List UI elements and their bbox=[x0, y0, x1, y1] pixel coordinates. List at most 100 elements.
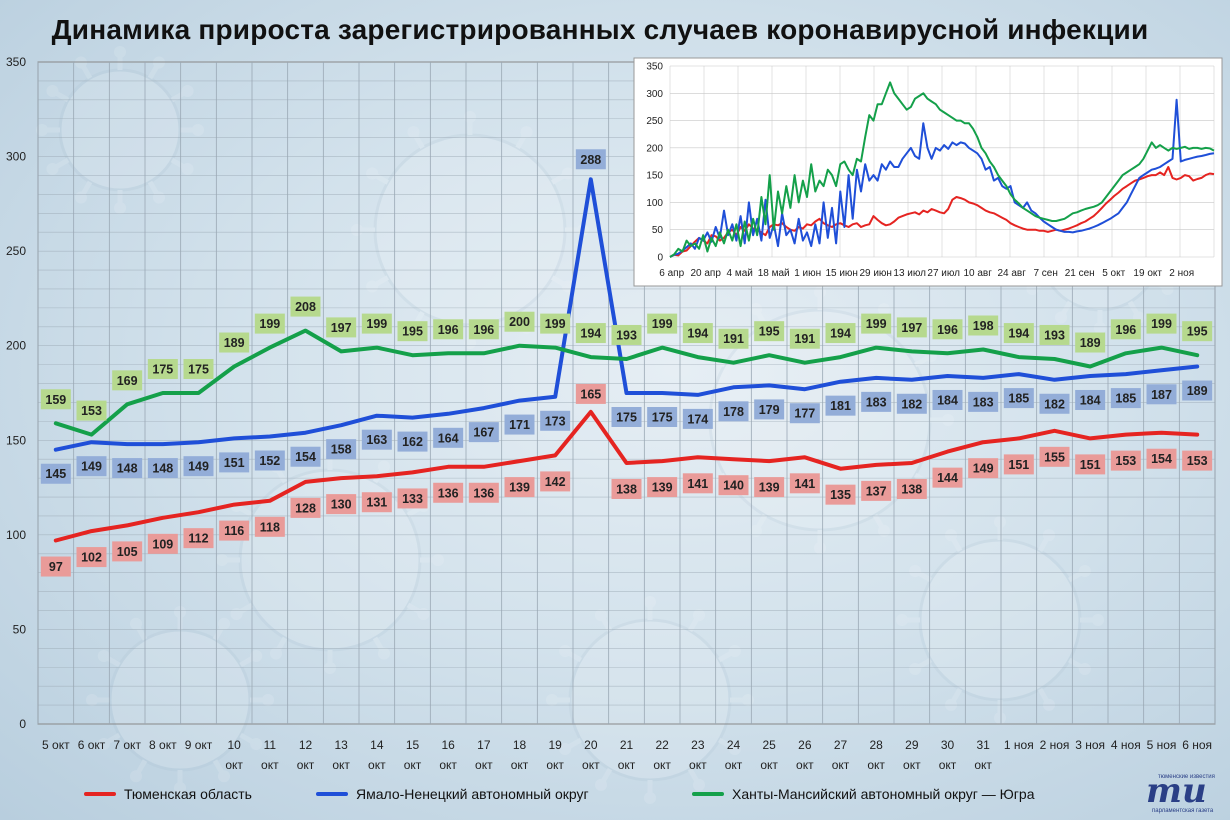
main-x-tick-label: окт bbox=[974, 758, 992, 772]
data-label-box bbox=[968, 458, 999, 479]
data-label-box bbox=[754, 477, 785, 498]
main-x-tick-label: 30 bbox=[941, 738, 955, 752]
data-label-text: 149 bbox=[188, 460, 209, 474]
data-label-hmao: 195 bbox=[754, 321, 785, 342]
data-label-yanao: 178 bbox=[718, 401, 749, 422]
main-x-tick-label: 3 ноя bbox=[1075, 738, 1105, 752]
virus-spike-tip bbox=[750, 303, 762, 316]
virus-spike-tip bbox=[994, 516, 1006, 528]
virus-spike-tip bbox=[1055, 311, 1067, 324]
virus-spike bbox=[551, 275, 570, 289]
data-label-text: 193 bbox=[616, 328, 637, 342]
inset-x-tick-label: 7 сен bbox=[1033, 268, 1057, 279]
main-x-tick-label: окт bbox=[653, 758, 671, 772]
data-label-yanao: 288 bbox=[575, 149, 606, 170]
main-x-tick-label: 21 bbox=[620, 738, 634, 752]
virus-shape bbox=[36, 46, 204, 214]
legend-label-hmao: Ханты-Мансийский автономный округ — Югра bbox=[732, 786, 1035, 802]
data-label-text: 194 bbox=[1008, 327, 1029, 341]
main-y-tick-label: 250 bbox=[6, 244, 26, 258]
data-label-text: 196 bbox=[473, 323, 494, 337]
virus-spike bbox=[948, 688, 963, 707]
virus-spike-tip bbox=[693, 778, 705, 791]
data-label-text: 187 bbox=[1151, 388, 1172, 402]
data-label-hmao: 199 bbox=[361, 313, 392, 334]
data-label-text: 164 bbox=[438, 431, 459, 445]
data-label-hmao: 175 bbox=[147, 359, 178, 379]
data-label-box bbox=[326, 317, 357, 338]
main-x-tick-label: 20 bbox=[584, 738, 598, 752]
legend-swatch-hmao bbox=[692, 792, 724, 796]
virus-shape bbox=[896, 516, 1104, 724]
virus-spike bbox=[687, 768, 702, 787]
data-label-text: 184 bbox=[937, 393, 958, 407]
virus-body bbox=[568, 618, 732, 782]
main-x-tick-label: окт bbox=[867, 758, 885, 772]
legend-item-yanao: Ямало-Ненецкий автономный округ bbox=[316, 786, 589, 802]
data-label-text: 194 bbox=[687, 327, 708, 341]
virus-spike-tip bbox=[153, 191, 165, 204]
data-label-box bbox=[468, 482, 499, 503]
main-x-tick-label: окт bbox=[832, 758, 850, 772]
data-label-tyumen: 109 bbox=[147, 533, 178, 554]
data-label-hmao: 194 bbox=[825, 323, 856, 344]
virus-spike bbox=[718, 648, 737, 663]
virus-spike-tip bbox=[520, 126, 533, 139]
data-label-text: 197 bbox=[331, 321, 352, 335]
virus-spike bbox=[212, 759, 227, 778]
data-label-hmao: 195 bbox=[1182, 321, 1213, 342]
main-x-tick-label: 29 bbox=[905, 738, 919, 752]
data-label-box bbox=[575, 149, 606, 170]
main-x-tick-label: окт bbox=[439, 758, 457, 772]
virus-spike bbox=[1037, 688, 1052, 707]
data-label-text: 194 bbox=[830, 327, 851, 341]
virus-spike-tip bbox=[192, 124, 204, 136]
chart-title: Динамика прироста зарегистрированных слу… bbox=[51, 14, 1149, 45]
virus-spike bbox=[948, 533, 963, 552]
data-label-text: 179 bbox=[759, 403, 780, 417]
main-x-tick-label: окт bbox=[796, 758, 814, 772]
data-label-tyumen: 142 bbox=[540, 471, 571, 492]
data-label-box bbox=[647, 477, 678, 498]
publisher-logo: тюменские известия mu парламентская газе… bbox=[1142, 772, 1218, 816]
data-label-yanao: 167 bbox=[468, 422, 499, 443]
data-label-hmao: 193 bbox=[1039, 324, 1070, 345]
virus-shape bbox=[546, 596, 754, 804]
data-label-box bbox=[1146, 384, 1177, 405]
data-label-box bbox=[468, 422, 499, 443]
virus-spike bbox=[133, 622, 148, 641]
data-label-text: 193 bbox=[1044, 328, 1065, 342]
virus-spike-tip bbox=[262, 694, 274, 706]
data-label-box bbox=[361, 313, 392, 334]
legend-item-hmao: Ханты-Мансийский автономный округ — Югра bbox=[692, 786, 1034, 802]
data-label-box bbox=[647, 407, 678, 427]
main-x-tick-label: окт bbox=[546, 758, 564, 772]
data-label-tyumen: 139 bbox=[504, 477, 535, 498]
inset-x-tick-label: 27 июл bbox=[927, 268, 960, 279]
data-label-text: 144 bbox=[937, 471, 958, 485]
virus-spike-tip bbox=[942, 414, 954, 426]
data-label-yanao: 174 bbox=[682, 408, 713, 429]
virus-spike-tip bbox=[130, 617, 142, 630]
main-x-tick-label: 1 ноя bbox=[1004, 738, 1034, 752]
virus-spike-tip bbox=[742, 694, 754, 706]
data-label-tyumen: 102 bbox=[76, 547, 107, 568]
data-label-text: 177 bbox=[794, 407, 815, 421]
inset-y-tick-label: 50 bbox=[652, 225, 664, 236]
data-label-tyumen: 136 bbox=[433, 482, 464, 503]
data-label-text: 194 bbox=[580, 327, 601, 341]
data-label-text: 189 bbox=[224, 336, 245, 350]
data-label-box bbox=[433, 319, 464, 340]
data-label-box bbox=[1039, 446, 1070, 467]
data-label-box bbox=[76, 400, 107, 421]
data-label-text: 159 bbox=[45, 393, 66, 407]
inset-x-tick-label: 4 май bbox=[727, 268, 753, 279]
data-label-text: 199 bbox=[866, 317, 887, 331]
main-x-tick-label: 5 ноя bbox=[1147, 738, 1177, 752]
virus-spike-tip bbox=[407, 126, 420, 139]
data-label-text: 139 bbox=[652, 481, 673, 495]
inset-x-tick-label: 21 сен bbox=[1065, 268, 1095, 279]
data-label-text: 149 bbox=[81, 460, 102, 474]
virus-spike bbox=[239, 732, 258, 747]
